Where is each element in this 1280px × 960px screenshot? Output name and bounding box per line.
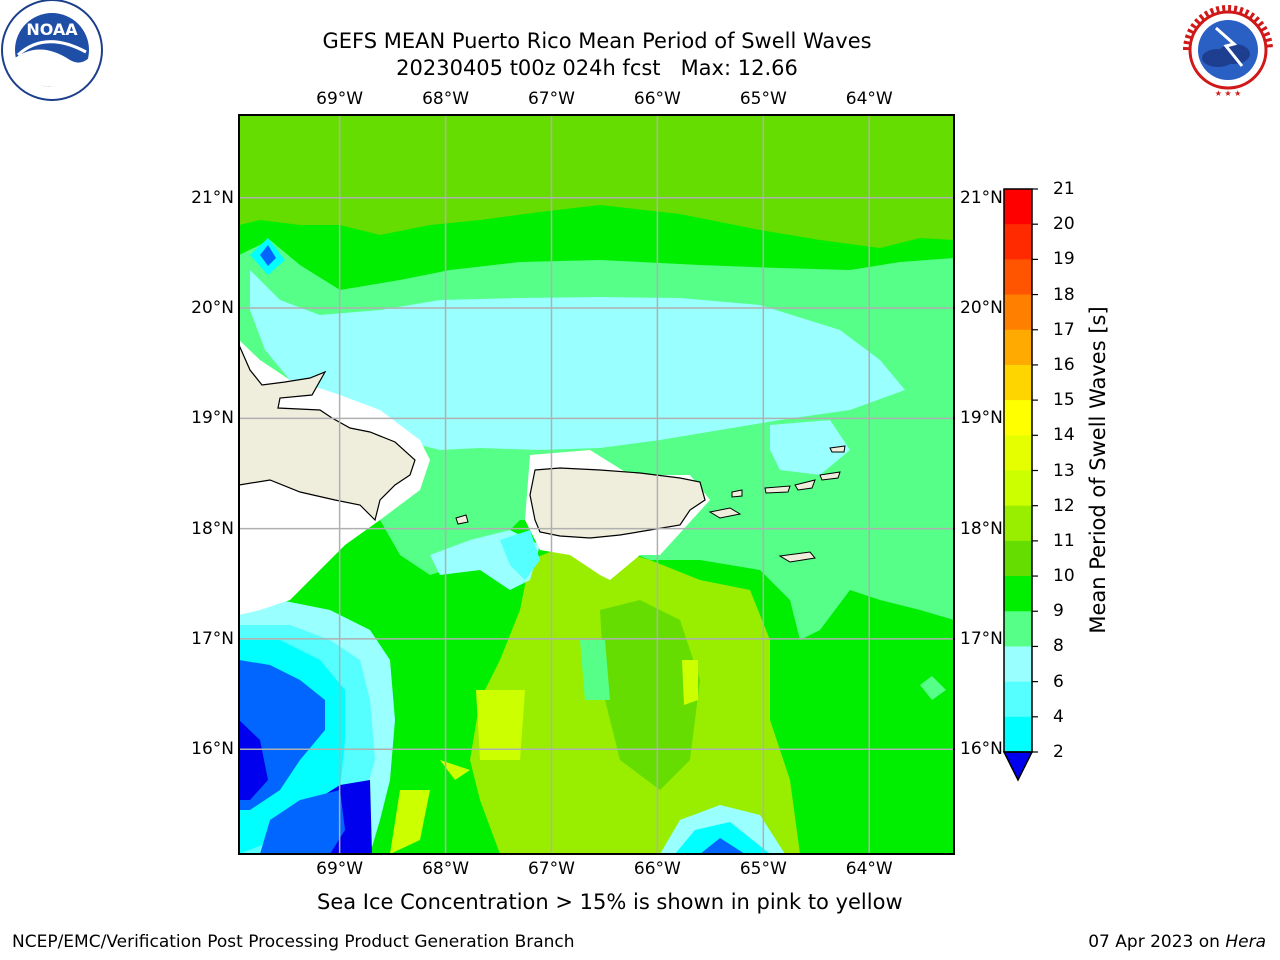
map-frame (238, 114, 955, 855)
lat-label-left: 16°N (191, 739, 234, 760)
colorbar-label: Mean Period of Swell Waves [s] (1086, 306, 1110, 634)
footer-date-text: 07 Apr 2023 on (1088, 932, 1226, 952)
chart-title: GEFS MEAN Puerto Rico Mean Period of Swe… (322, 29, 872, 53)
colorbar-segment (1004, 364, 1032, 401)
lat-label-left: 18°N (191, 518, 234, 539)
lat-label-left: 20°N (191, 298, 234, 319)
graticule (239, 115, 954, 854)
colorbar-segment (1004, 329, 1032, 366)
colorbar-tick-label: 15 (1053, 390, 1075, 411)
colorbar-tick-label: 8 (1053, 636, 1064, 657)
colorbar-tick-label: 14 (1053, 425, 1075, 446)
nws-logo: ★ ★ ★ (1180, 2, 1276, 98)
footer-date: 07 Apr 2023 on Hera (1088, 932, 1266, 952)
colorbar-segment (1004, 681, 1032, 718)
chart-subtitle: 20230405 t00z 024h fcst Max: 12.66 (396, 56, 798, 80)
lon-label-top: 64°W (845, 89, 893, 109)
lon-label-bottom: 68°W (422, 859, 470, 879)
colorbar-segment (1004, 189, 1032, 225)
colorbar-segment (1004, 294, 1032, 331)
colorbar-tick-label: 4 (1053, 706, 1064, 727)
footer-credit: NCEP/EMC/Verification Post Processing Pr… (12, 932, 575, 952)
colorbar-segment (1004, 611, 1032, 647)
colorbar-tick-label: 21 (1053, 179, 1075, 199)
colorbar-tick-label: 17 (1053, 319, 1075, 340)
lon-label-bottom: 64°W (845, 859, 893, 879)
colorbar-segment (1004, 259, 1032, 296)
colorbar-tick-label: 6 (1053, 671, 1064, 692)
lat-label-left: 17°N (191, 628, 234, 649)
lon-label-bottom: 66°W (633, 859, 681, 879)
colorbar-segment (1004, 470, 1032, 507)
colorbar-tick-label: 10 (1053, 566, 1075, 587)
colorbar-tick-label: 19 (1053, 249, 1075, 270)
lat-label-right: 20°N (960, 298, 1003, 319)
lon-label-top: 65°W (739, 89, 787, 109)
lon-label-bottom: 65°W (739, 859, 787, 879)
lat-label-right: 18°N (960, 518, 1003, 539)
lon-label-bottom: 69°W (316, 859, 364, 879)
lat-label-right: 17°N (960, 628, 1003, 649)
colorbar-segment (1004, 435, 1032, 471)
lon-label-bottom: 67°W (527, 859, 575, 879)
svg-text:★ ★ ★: ★ ★ ★ (1215, 89, 1242, 98)
colorbar-tick-label: 20 (1053, 214, 1075, 235)
lat-label-left: 19°N (191, 408, 234, 429)
lat-label-right: 16°N (960, 739, 1003, 760)
colorbar-tick-label: 9 (1053, 601, 1064, 622)
colorbar-tick-label: 18 (1053, 284, 1075, 305)
colorbar-tick-label: 16 (1053, 354, 1075, 375)
lon-label-top: 69°W (316, 89, 364, 109)
colorbar-segment (1004, 400, 1032, 436)
colorbar-segment (1004, 646, 1032, 683)
noaa-logo: NOAA (1, 0, 103, 101)
lat-label-left: 21°N (191, 187, 234, 208)
noaa-logo-text: NOAA (26, 20, 78, 39)
colorbar-segment (1004, 224, 1032, 260)
sea-ice-note: Sea Ice Concentration > 15% is shown in … (317, 890, 903, 914)
lon-label-top: 66°W (633, 89, 681, 109)
colorbar-segment (1004, 505, 1032, 542)
colorbar-segment (1004, 716, 1032, 753)
colorbar-tick-label: 11 (1053, 530, 1075, 551)
lat-label-right: 21°N (960, 187, 1003, 208)
contour-fill (239, 115, 954, 854)
colorbar-segment (1004, 540, 1032, 577)
lat-label-right: 19°N (960, 408, 1003, 429)
lon-label-top: 67°W (527, 89, 575, 109)
colorbar-segment (1004, 576, 1032, 612)
colorbar-tick-label: 13 (1053, 460, 1075, 481)
lon-label-top: 68°W (422, 89, 470, 109)
footer-host: Hera (1225, 932, 1266, 952)
colorbar-tick-label: 2 (1053, 742, 1064, 762)
colorbar-tick-label: 12 (1053, 495, 1075, 516)
